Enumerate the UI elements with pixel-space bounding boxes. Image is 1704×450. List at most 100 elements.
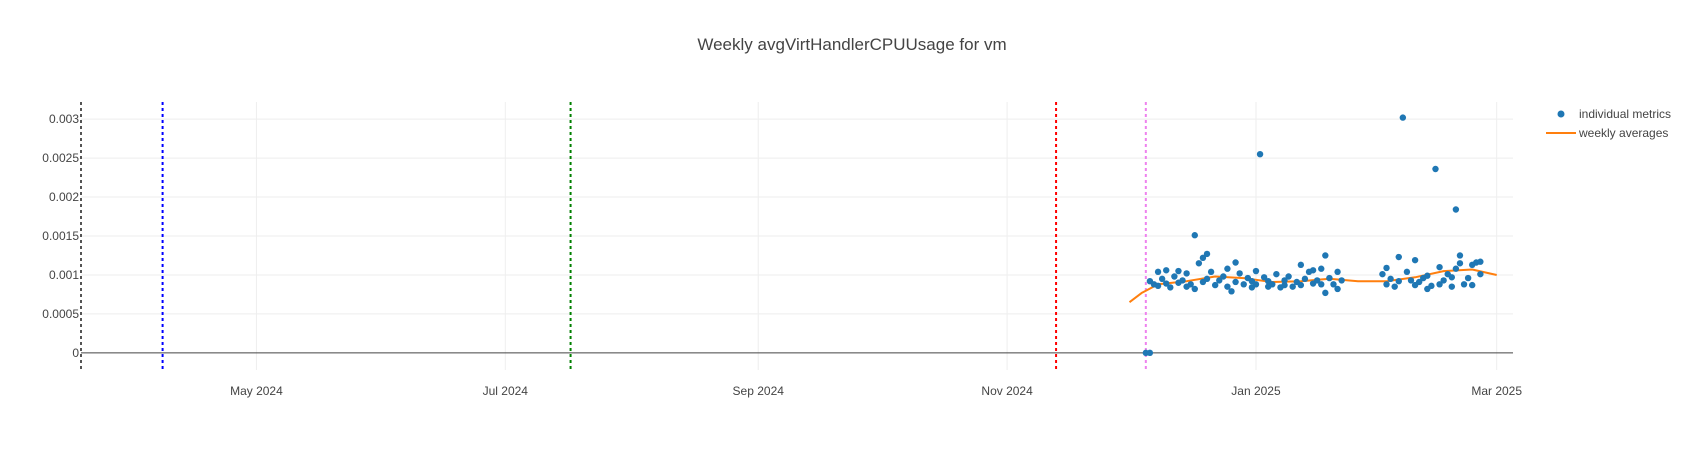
data-point xyxy=(1281,277,1288,284)
data-point xyxy=(1252,267,1260,275)
data-point xyxy=(1318,265,1325,272)
x-tick-label: May 2024 xyxy=(230,384,283,398)
data-point xyxy=(1383,264,1390,272)
data-point xyxy=(1154,282,1162,290)
vertical-marker-lines xyxy=(80,102,1147,370)
data-point xyxy=(1399,114,1407,121)
data-point xyxy=(1428,282,1435,290)
data-point xyxy=(1460,281,1468,288)
y-tick-label: 0.001 xyxy=(49,268,79,282)
data-point xyxy=(1383,281,1390,288)
x-tick-label: Mar 2025 xyxy=(1471,384,1522,398)
data-point xyxy=(1175,267,1182,275)
data-point xyxy=(1318,281,1325,288)
data-point xyxy=(1456,252,1464,259)
x-tick-label: Nov 2024 xyxy=(981,384,1033,398)
data-point xyxy=(1199,254,1207,262)
y-tick-label: 0.002 xyxy=(49,190,79,204)
data-point xyxy=(1395,253,1402,261)
individual-metrics-series xyxy=(1142,114,1484,357)
legend-label-individual-metrics: individual metrics xyxy=(1579,107,1671,121)
data-point xyxy=(1216,277,1223,284)
data-point xyxy=(1326,274,1333,282)
x-axis: May 2024 Jul 2024 Sep 2024 Nov 2024 Jan 2025… xyxy=(230,384,1522,398)
data-point xyxy=(1297,261,1305,269)
data-point xyxy=(1477,258,1484,265)
data-point xyxy=(1289,283,1296,290)
data-point xyxy=(1203,275,1211,283)
data-point xyxy=(1158,275,1166,283)
legend-marker-individual-metrics xyxy=(1557,110,1565,118)
data-point xyxy=(1187,281,1194,288)
data-point xyxy=(1163,280,1170,287)
data-point xyxy=(1240,281,1247,288)
legend[interactable]: individual metrics weekly averages xyxy=(1546,107,1671,140)
data-point xyxy=(1146,349,1154,357)
data-point xyxy=(1334,268,1341,276)
data-point xyxy=(1436,263,1443,271)
data-point xyxy=(1309,267,1317,274)
y-tick-label: 0 xyxy=(72,346,79,360)
chart-title: Weekly avgVirtHandlerCPUUsage for vm xyxy=(697,35,1006,54)
data-point xyxy=(1448,283,1456,290)
data-point xyxy=(1452,206,1460,213)
data-point xyxy=(1260,274,1268,281)
data-point xyxy=(1391,283,1398,290)
data-point xyxy=(1395,277,1402,285)
legend-label-weekly-averages: weekly averages xyxy=(1578,126,1668,140)
data-point xyxy=(1456,260,1464,267)
data-point xyxy=(1167,284,1174,291)
data-point xyxy=(1436,281,1443,288)
x-tick-label: Sep 2024 xyxy=(733,384,785,398)
data-point xyxy=(1207,268,1215,276)
y-tick-label: 0.0025 xyxy=(42,151,79,165)
data-point xyxy=(1256,150,1264,158)
data-point xyxy=(1163,267,1170,274)
data-point xyxy=(1297,281,1305,289)
y-tick-label: 0.0015 xyxy=(42,229,79,243)
data-point xyxy=(1403,268,1411,276)
data-point xyxy=(1220,273,1227,280)
data-point xyxy=(1273,270,1280,278)
data-point xyxy=(1269,281,1276,288)
data-point xyxy=(1448,274,1456,281)
data-point xyxy=(1224,283,1231,290)
data-point xyxy=(1411,256,1419,264)
data-point xyxy=(1322,252,1329,259)
data-point xyxy=(1301,275,1309,283)
data-point xyxy=(1452,265,1460,272)
y-tick-label: 0.0005 xyxy=(42,307,79,321)
data-point xyxy=(1379,270,1386,278)
data-point xyxy=(1211,281,1219,289)
data-point xyxy=(1330,281,1337,288)
data-point xyxy=(1179,277,1186,284)
data-point xyxy=(1203,250,1211,258)
data-point xyxy=(1191,232,1198,239)
data-point xyxy=(1236,270,1243,277)
x-tick-label: Jan 2025 xyxy=(1231,384,1281,398)
data-point xyxy=(1464,274,1472,282)
data-point xyxy=(1281,281,1288,289)
data-point xyxy=(1477,270,1484,278)
data-point xyxy=(1224,265,1231,272)
grid xyxy=(81,102,1513,370)
data-point xyxy=(1334,285,1341,293)
data-point xyxy=(1469,281,1476,289)
data-point xyxy=(1191,285,1198,293)
data-point xyxy=(1313,277,1321,284)
data-point xyxy=(1322,289,1329,297)
data-point xyxy=(1232,259,1239,266)
data-point xyxy=(1440,277,1447,284)
data-point xyxy=(1338,277,1345,284)
data-point xyxy=(1232,278,1239,286)
y-tick-label: 0.003 xyxy=(49,112,79,126)
data-point xyxy=(1171,273,1178,280)
data-point xyxy=(1407,277,1415,284)
data-point xyxy=(1195,260,1203,267)
data-point xyxy=(1285,273,1292,280)
legend-item-individual-metrics[interactable]: individual metrics xyxy=(1557,107,1672,121)
data-point xyxy=(1387,275,1394,283)
legend-item-weekly-averages[interactable]: weekly averages xyxy=(1546,126,1668,140)
data-point xyxy=(1432,165,1439,173)
